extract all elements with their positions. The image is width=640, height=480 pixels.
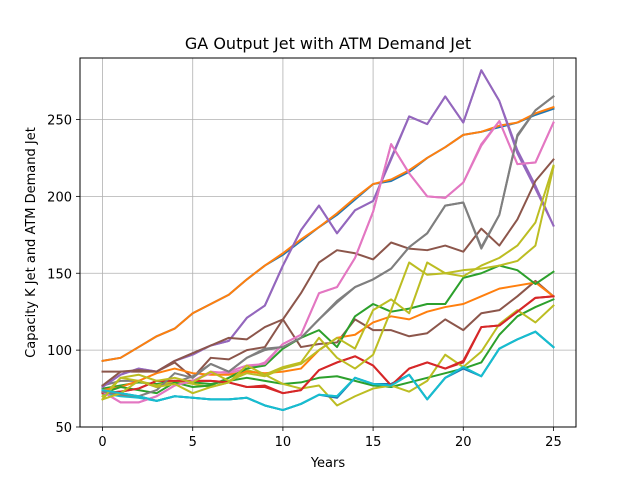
series-line-17 bbox=[101, 120, 555, 404]
y-tick-label: 150 bbox=[47, 267, 72, 282]
series-line-21 bbox=[101, 330, 555, 412]
x-tick-label: 25 bbox=[545, 435, 562, 450]
y-tick-label: 100 bbox=[47, 344, 72, 359]
series-line-7 bbox=[101, 120, 555, 404]
series-line-20 bbox=[101, 164, 555, 401]
series-line-13 bbox=[101, 264, 555, 395]
series-line-19 bbox=[101, 165, 555, 401]
plot-frame bbox=[79, 57, 577, 428]
series-line-18 bbox=[101, 95, 555, 398]
y-axis-label: Capacity K Jet and ATM Demand Jet bbox=[24, 127, 39, 358]
x-tick-label: 0 bbox=[98, 435, 106, 450]
x-axis-label: Years bbox=[310, 456, 346, 471]
x-tick-label: 10 bbox=[275, 435, 292, 450]
x-tick-label: 15 bbox=[365, 435, 382, 450]
y-tick-label: 200 bbox=[47, 190, 72, 205]
ticks: 0 5 10 15 20 25 50 100 150 200 250 bbox=[47, 114, 562, 451]
series-layer bbox=[101, 69, 555, 412]
y-tick-label: 250 bbox=[47, 114, 72, 129]
series-line-14 bbox=[101, 295, 555, 395]
chart-title: GA Output Jet with ATM Demand Jet bbox=[185, 34, 471, 53]
series-line-1 bbox=[101, 107, 555, 363]
y-tick-label: 50 bbox=[55, 421, 72, 436]
series-line-16 bbox=[101, 158, 555, 387]
x-tick-label: 20 bbox=[455, 435, 472, 450]
x-tick-label: 5 bbox=[189, 435, 197, 450]
series-line-12 bbox=[101, 281, 555, 392]
